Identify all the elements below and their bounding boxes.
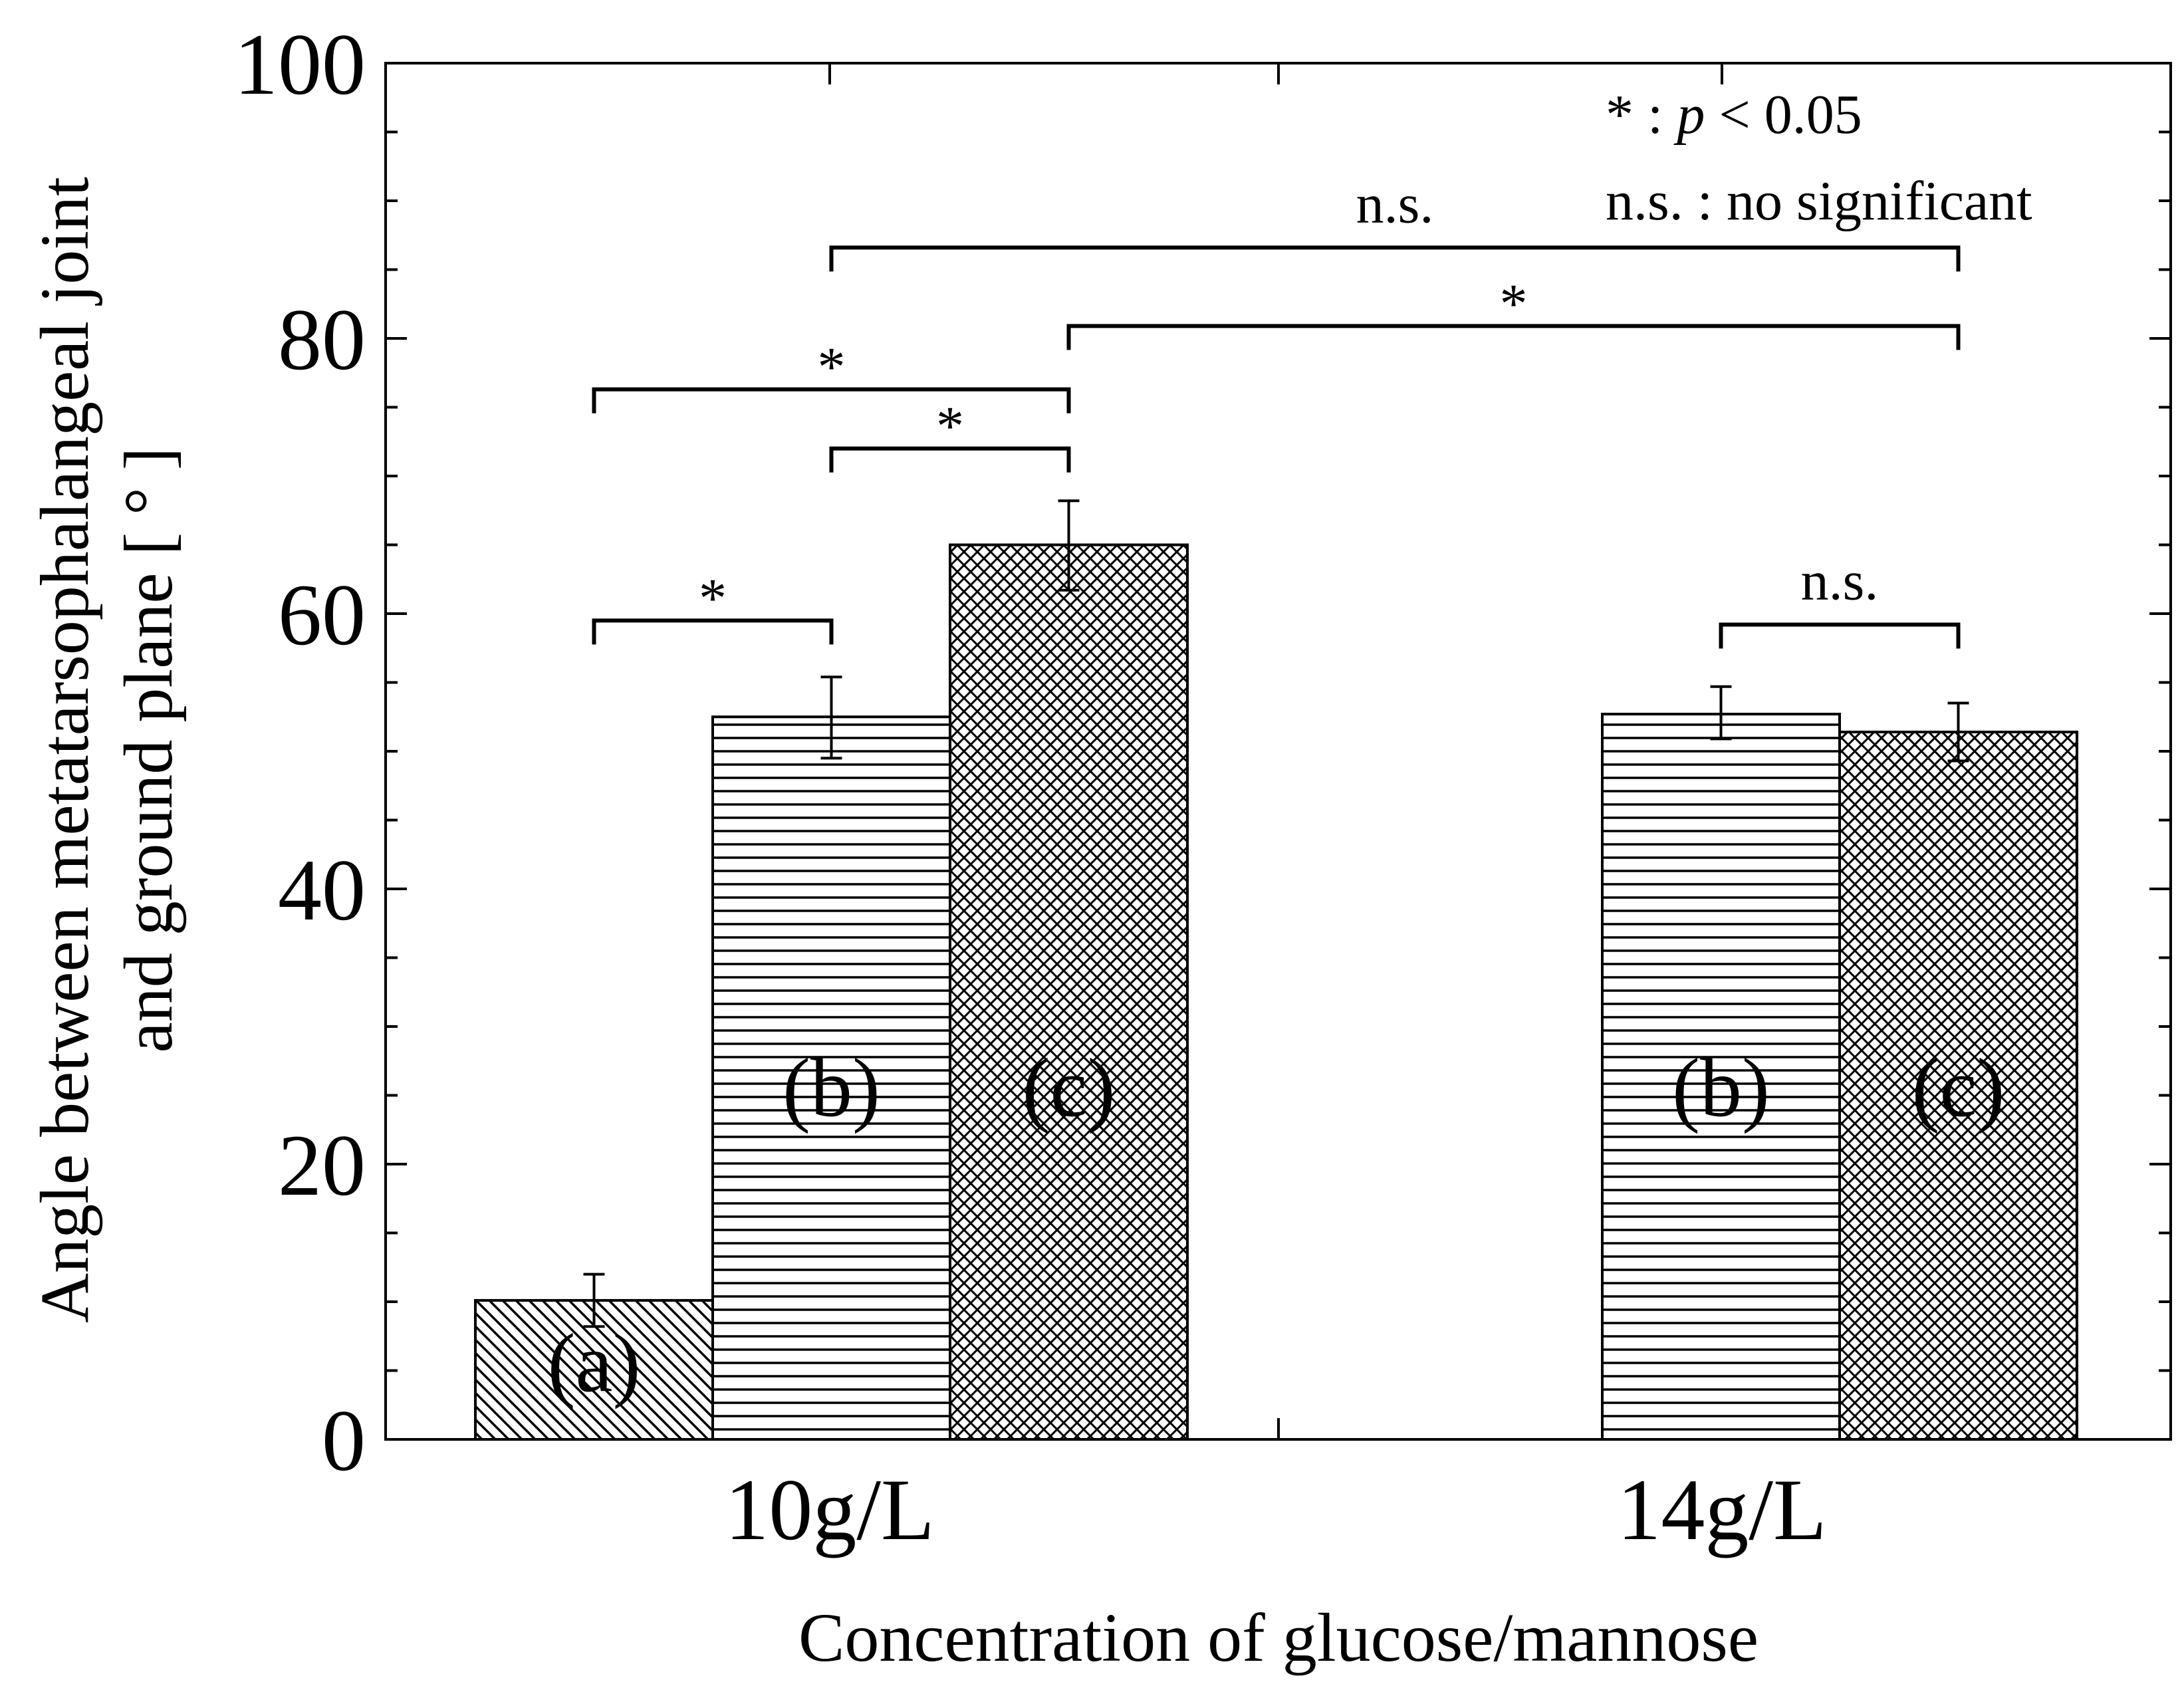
bar — [949, 543, 1189, 1441]
bars — [474, 543, 2078, 1441]
y-tick-label: 100 — [234, 15, 366, 113]
significance-bracket — [1066, 324, 1961, 350]
y-axis-title: Angle between metatarsophalangeal joint … — [27, 177, 187, 1323]
x-category-label-10: 10g/L — [725, 1461, 934, 1558]
bar — [1601, 713, 1841, 1441]
significance-label: * — [1500, 273, 1528, 334]
significance-brackets: * * * * n.s. n.s. — [592, 173, 1961, 649]
significance-label: n.s. — [1801, 550, 1879, 612]
significance-bracket — [592, 387, 1071, 414]
significance-bracket — [1719, 622, 1961, 649]
significance-label: * — [936, 396, 964, 457]
x-axis-title: Concentration of glucose/mannose — [798, 1600, 1759, 1676]
bar-label: (c) — [1023, 1042, 1116, 1135]
legend-significance: * : p < 0.05 — [1606, 84, 1862, 146]
bar — [711, 715, 951, 1441]
y-tick-label: 20 — [278, 1116, 366, 1214]
y-tick-label: 40 — [278, 841, 366, 939]
significance-label: * — [699, 567, 727, 629]
y-tick-label: 0 — [322, 1392, 366, 1489]
significance-label: * — [818, 336, 846, 398]
y-axis-ticks — [386, 62, 2171, 1441]
bar-label: (b) — [1672, 1042, 1770, 1135]
significance-bracket — [829, 446, 1071, 473]
y-tick-label: 60 — [278, 566, 366, 664]
legend-no-significance: n.s. : no significant — [1606, 170, 2032, 232]
y-axis-title-line1: Angle between metatarsophalangeal joint — [27, 177, 103, 1323]
bar-labels: (a) (b) (c) (b) (c) — [548, 1042, 2005, 1410]
x-category-label-14: 14g/L — [1617, 1461, 1826, 1558]
y-tick-label: 80 — [278, 291, 366, 388]
error-bars — [583, 499, 1969, 1328]
significance-bracket — [592, 618, 834, 645]
bar-label: (b) — [783, 1042, 880, 1135]
y-axis-tick-labels: 0 20 40 60 80 100 — [234, 15, 366, 1489]
significance-label: n.s. — [1356, 173, 1434, 235]
bar — [1838, 731, 2078, 1441]
bar-label: (a) — [548, 1318, 641, 1410]
y-axis-title-line2: and ground plane [ ° ] — [110, 447, 187, 1053]
legend: * : p < 0.05 n.s. : no significant — [1606, 84, 2032, 232]
significance-bracket — [829, 245, 1961, 272]
bar-label: (c) — [1912, 1042, 2005, 1135]
